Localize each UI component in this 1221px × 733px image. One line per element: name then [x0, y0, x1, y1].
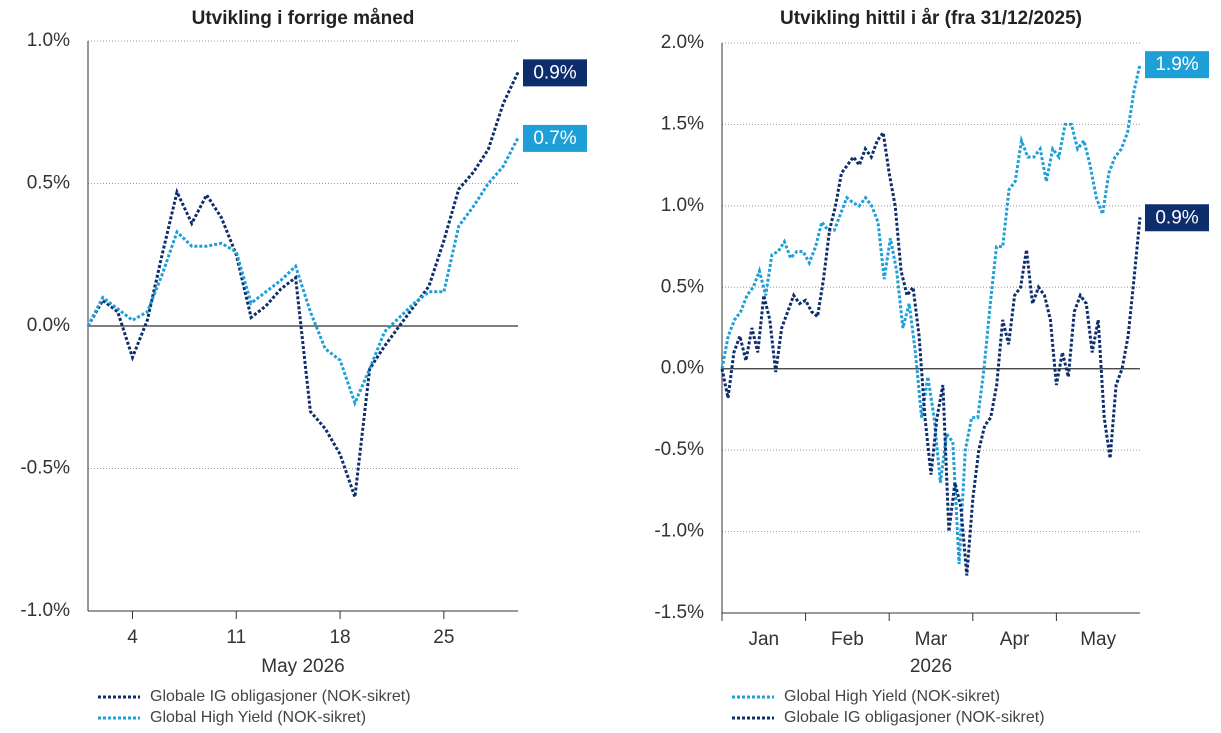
y-tick-label: -1.0%	[654, 521, 704, 542]
series-line	[86, 71, 520, 498]
y-tick-label: 0.0%	[661, 358, 704, 379]
end-label-box	[523, 124, 587, 152]
y-tick-label: 0.5%	[661, 276, 704, 297]
x-tick-label: 11	[226, 627, 246, 648]
x-tick-label: Apr	[1000, 629, 1030, 650]
x-axis-label: May 2026	[261, 656, 344, 677]
y-tick-label: -1.0%	[20, 600, 70, 621]
y-tick-label: 2.0%	[661, 32, 704, 53]
y-tick-label: 1.0%	[661, 195, 704, 216]
series-line	[720, 128, 1142, 576]
end-label-box	[523, 59, 587, 87]
end-label: 0.9%	[533, 62, 576, 83]
chart-title: Utvikling i forrige måned	[192, 8, 415, 29]
x-axis-label: 2026	[910, 656, 952, 677]
legend-label: Global High Yield (NOK-sikret)	[784, 688, 1000, 705]
x-tick-label: Feb	[831, 629, 864, 650]
y-tick-label: 0.5%	[27, 173, 70, 194]
chart-title: Utvikling hittil i år (fra 31/12/2025)	[780, 8, 1082, 29]
end-label-box	[1145, 204, 1209, 232]
series-line	[86, 137, 520, 408]
y-tick-label: 0.0%	[27, 315, 70, 336]
y-tick-label: 1.5%	[661, 113, 704, 134]
end-label: 0.7%	[533, 128, 576, 149]
y-tick-label: -0.5%	[20, 458, 70, 479]
series-line	[720, 63, 1142, 565]
end-label-box	[1145, 51, 1209, 79]
x-tick-label: May	[1080, 629, 1116, 650]
x-tick-label: Mar	[915, 629, 948, 650]
x-tick-label: 25	[433, 627, 454, 648]
end-label: 1.9%	[1155, 54, 1198, 75]
y-tick-label: -0.5%	[654, 439, 704, 460]
end-label: 0.9%	[1155, 207, 1198, 228]
legend-label: Global High Yield (NOK-sikret)	[150, 709, 366, 726]
legend-label: Globale IG obligasjoner (NOK-sikret)	[150, 688, 411, 705]
y-tick-label: -1.5%	[654, 602, 704, 623]
y-tick-label: 1.0%	[27, 30, 70, 51]
x-tick-label: 18	[329, 627, 350, 648]
x-tick-label: Jan	[748, 629, 779, 650]
legend-label: Globale IG obligasjoner (NOK-sikret)	[784, 709, 1045, 726]
x-tick-label: 4	[127, 627, 138, 648]
